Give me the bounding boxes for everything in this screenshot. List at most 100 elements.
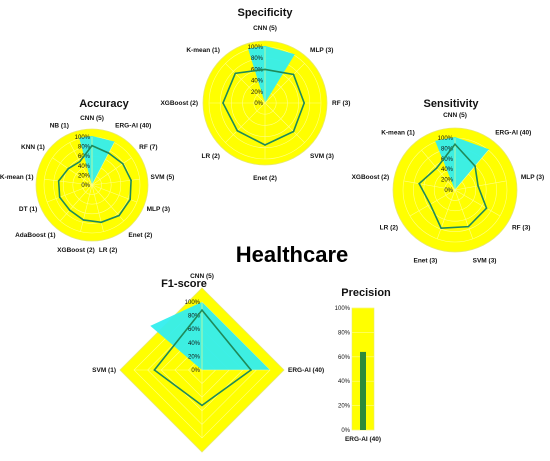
spoke: [91, 184, 104, 232]
data-point: [429, 203, 432, 206]
data-point: [107, 152, 110, 154]
tick-label: 0%: [254, 101, 263, 107]
spoke: [225, 102, 266, 143]
data-point: [222, 102, 224, 104]
category-label: LR (2): [202, 153, 220, 160]
series-line: [418, 142, 488, 229]
category-label: K-mean (1): [381, 130, 415, 137]
spoke: [403, 180, 456, 191]
chart-sensitivity: Sensitivity 0% 20% 40% 60% 80% 100% CNN (5) ERG-…: [352, 98, 545, 264]
tick-label: 0%: [444, 188, 453, 194]
chart-title: Precision: [341, 287, 391, 299]
tick-label: 40%: [188, 341, 201, 347]
category-label: K-mean (1): [186, 47, 220, 54]
category-label: MLP (3): [147, 206, 170, 213]
tick-label: 0%: [81, 183, 90, 189]
data-point: [454, 143, 456, 146]
spoke: [52, 157, 93, 186]
main-title: Healthcare: [236, 242, 349, 267]
tick-label: 40%: [251, 79, 264, 85]
data-point: [467, 225, 470, 228]
chart-precision: Precision 0% 20% 40% 60% 80% 100% ERG-AI (40): [335, 287, 391, 443]
data-point: [303, 102, 306, 104]
spoke: [409, 189, 456, 217]
category-label: RF (3): [512, 225, 530, 232]
spoke: [69, 142, 93, 186]
chart-title: Accuracy: [79, 98, 129, 110]
category-label: Enet (3): [414, 257, 438, 264]
data-point: [234, 72, 237, 75]
category-label: ERG-AI (40): [345, 436, 381, 443]
data-point: [292, 73, 295, 76]
spoke: [454, 189, 474, 239]
spoke: [91, 142, 115, 186]
tick-label: 20%: [78, 173, 91, 179]
category-label: XGBoost (2): [352, 174, 390, 181]
category-label: NB (1): [50, 123, 69, 130]
category-label: KNN (1): [21, 144, 45, 151]
category-label: Enet (2): [128, 232, 152, 239]
category-label: RF (7): [139, 144, 157, 151]
data-point: [153, 369, 156, 371]
data-point: [68, 209, 71, 211]
category-label: MLP (3): [521, 174, 544, 181]
data-point: [91, 144, 93, 147]
category-label: XGBoost (2): [57, 247, 95, 254]
data-point: [292, 130, 295, 133]
chart-title: Sensitivity: [423, 98, 479, 110]
category-label: K-mean (1): [0, 174, 33, 181]
tick-label: 60%: [188, 327, 201, 333]
data-point: [201, 404, 203, 407]
data-point: [264, 144, 266, 146]
tick-label: 20%: [251, 90, 264, 96]
spoke: [454, 149, 489, 191]
data-point: [57, 180, 60, 182]
category-label: SVM (3): [310, 153, 334, 160]
spoke: [264, 102, 305, 143]
data-point: [418, 182, 420, 185]
category-label: AdaBoost (1): [15, 232, 55, 239]
chart-accuracy: Accuracy 0% 20% 40% 60% 80% 100% CNN (5) ERG-AI …: [0, 98, 174, 254]
category-label: SVM (1): [92, 367, 116, 374]
data-point: [67, 167, 70, 170]
category-label: CNN (5): [190, 273, 214, 280]
tick-label: 0%: [191, 368, 200, 374]
spoke: [421, 149, 456, 191]
category-label: CNN (5): [80, 115, 104, 122]
category-label: CNN (5): [253, 25, 277, 32]
tick-label: 0%: [341, 428, 350, 434]
data-point: [100, 221, 102, 224]
highlight-wedge-left: [247, 45, 265, 103]
tick-label: 40%: [441, 167, 454, 173]
data-point: [129, 198, 131, 201]
tick-label: 20%: [338, 404, 351, 410]
series-line: [57, 144, 132, 224]
data-point: [82, 219, 85, 221]
tick-label: 80%: [251, 56, 264, 62]
tick-label: 20%: [188, 354, 201, 360]
tick-label: 80%: [441, 146, 454, 152]
data-point: [264, 68, 266, 71]
tick-label: 60%: [338, 355, 351, 361]
data-point: [236, 129, 239, 132]
category-label: LR (2): [99, 247, 117, 254]
data-point: [435, 167, 438, 169]
category-label: ERG-AI (40): [288, 367, 324, 374]
chart-title: F1-score: [161, 278, 207, 290]
highlight-wedge: [265, 45, 295, 103]
spoke: [454, 180, 507, 191]
highlight-wedge-left: [79, 136, 92, 185]
category-label: MLP (3): [310, 47, 333, 54]
category-label: LR (2): [380, 225, 398, 232]
charts-layer: Specificity 0% 20% 40% 60% 80% 100% CNN (5) MLP …: [0, 7, 545, 453]
chart-f1-score: F1-score 0% 20% 40% 60% 80% 100% CNN (5) ERG-AI …: [92, 273, 324, 453]
tick-label: 100%: [438, 136, 454, 142]
spoke: [264, 63, 305, 104]
category-label: DT (1): [19, 206, 37, 213]
category-label: SVM (3): [473, 257, 497, 264]
spoke: [44, 178, 93, 186]
highlight-wedge-left: [150, 302, 202, 370]
spoke: [454, 189, 501, 217]
